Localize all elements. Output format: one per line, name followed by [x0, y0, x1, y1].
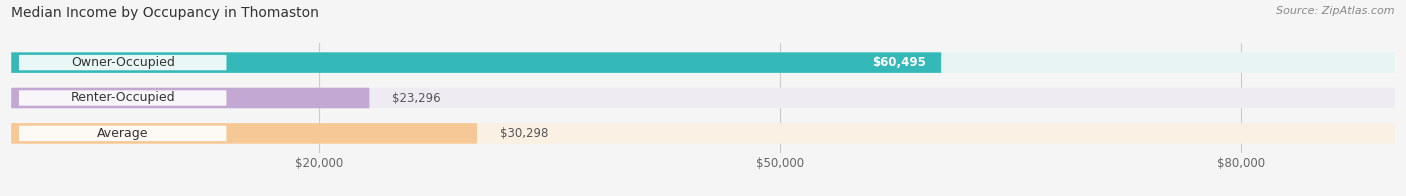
FancyBboxPatch shape [11, 52, 941, 73]
Text: $23,296: $23,296 [392, 92, 441, 104]
FancyBboxPatch shape [11, 88, 1395, 108]
Text: $60,495: $60,495 [872, 56, 925, 69]
FancyBboxPatch shape [11, 123, 477, 144]
Text: Renter-Occupied: Renter-Occupied [70, 92, 174, 104]
FancyBboxPatch shape [18, 126, 226, 141]
FancyBboxPatch shape [11, 52, 1395, 73]
FancyBboxPatch shape [18, 55, 226, 70]
Text: $30,298: $30,298 [501, 127, 548, 140]
FancyBboxPatch shape [11, 123, 1395, 144]
FancyBboxPatch shape [18, 90, 226, 106]
Text: Owner-Occupied: Owner-Occupied [70, 56, 174, 69]
FancyBboxPatch shape [11, 88, 370, 108]
Text: Source: ZipAtlas.com: Source: ZipAtlas.com [1277, 6, 1395, 16]
Text: Average: Average [97, 127, 149, 140]
Text: Median Income by Occupancy in Thomaston: Median Income by Occupancy in Thomaston [11, 6, 319, 20]
